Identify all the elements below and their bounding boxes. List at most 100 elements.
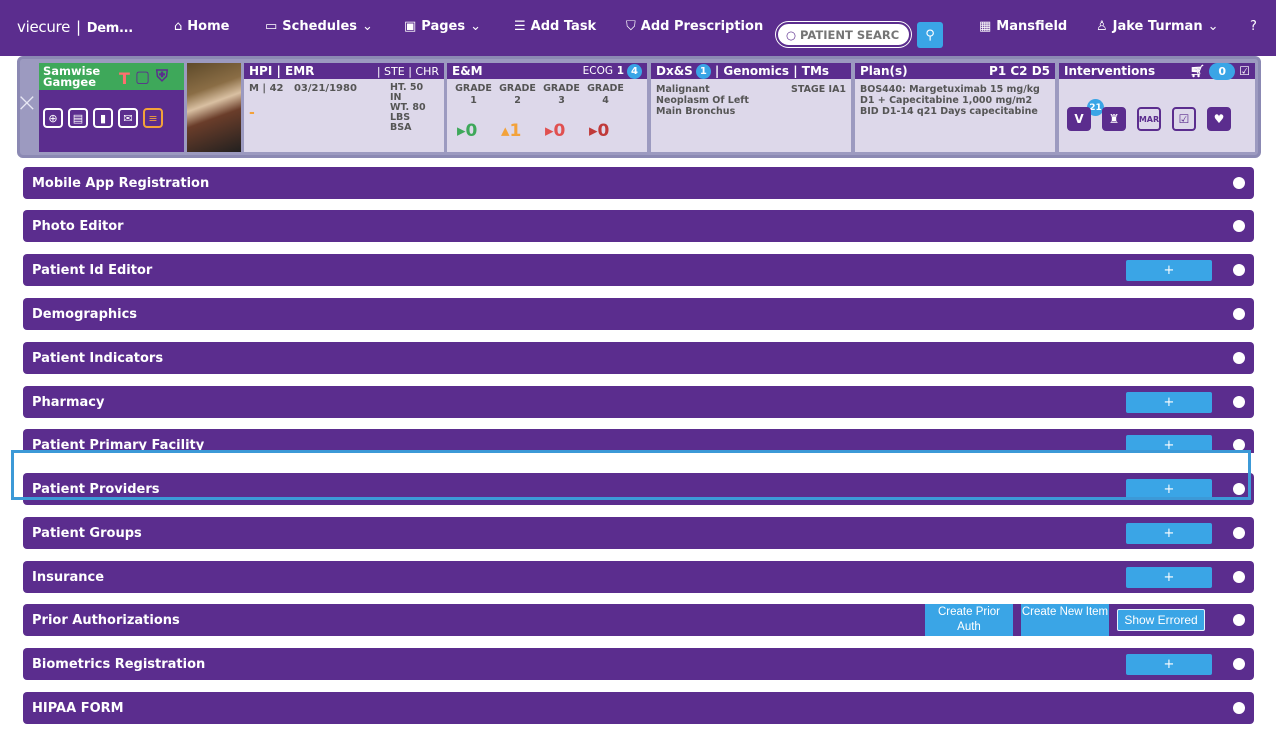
cart-count: 0 bbox=[1209, 62, 1236, 80]
nav-location[interactable]: ▦ Mansfield bbox=[979, 19, 1067, 34]
patient-demo: M | 42 03/21/1980 bbox=[249, 83, 357, 94]
stage: STAGE IA1 bbox=[791, 84, 847, 95]
toggle-dot[interactable] bbox=[1233, 264, 1245, 276]
patient-name[interactable]: Samwise Gamgee bbox=[39, 63, 184, 90]
show-errored-button[interactable]: Show Errored bbox=[1117, 609, 1205, 631]
v-icon[interactable]: V bbox=[1067, 107, 1091, 131]
add-button[interactable]: + bbox=[1126, 392, 1212, 413]
toggle-dot[interactable] bbox=[1233, 571, 1245, 583]
section-pharmacy[interactable]: Pharmacy + bbox=[23, 386, 1254, 418]
dx-title[interactable]: Dx&S bbox=[656, 64, 693, 78]
toggle-dot[interactable] bbox=[1233, 702, 1245, 714]
document-flag-icon: ▢ bbox=[135, 67, 151, 86]
person-icon[interactable]: ♜ bbox=[1102, 107, 1126, 131]
create-prior-auth-button[interactable]: Create Prior Auth bbox=[925, 604, 1013, 636]
add-button[interactable]: + bbox=[1126, 567, 1212, 588]
calendar-icon[interactable]: ▤ bbox=[68, 108, 88, 128]
globe-icon[interactable]: ⊕ bbox=[43, 108, 63, 128]
interventions-card[interactable]: Interventions 🛒︎ 0 ☑ 21 V ♜ MAR ☑ ♥ bbox=[1059, 62, 1255, 152]
toggle-dot[interactable] bbox=[1233, 614, 1245, 626]
create-new-item-button[interactable]: Create New Item bbox=[1021, 604, 1109, 636]
toggle-dot[interactable] bbox=[1233, 220, 1245, 232]
plan-cycle: P1 C2 D5 bbox=[989, 64, 1050, 78]
grade-3-count[interactable]: ▸0 bbox=[545, 121, 566, 141]
section-patient-id-editor[interactable]: Patient Id Editor + bbox=[23, 254, 1254, 286]
clipboard-icon[interactable]: ▮ bbox=[93, 108, 113, 128]
section-patient-primary-facility[interactable]: Patient Primary Facility + bbox=[23, 429, 1254, 453]
toggle-dot[interactable] bbox=[1233, 396, 1245, 408]
task-list-icon: ☰ bbox=[514, 19, 526, 34]
toggle-dot[interactable] bbox=[1233, 483, 1245, 495]
close-icon[interactable]: × bbox=[16, 88, 38, 118]
nav-add-prescription[interactable]: ⛉ Add Prescription bbox=[626, 19, 763, 34]
grade-counts: ▸0 ▴1 ▸0 ▸0 bbox=[457, 121, 619, 141]
notes-icon[interactable]: ≡ bbox=[143, 108, 163, 128]
grade-2-count[interactable]: ▴1 bbox=[501, 121, 522, 141]
heart-plus-icon[interactable]: ♥ bbox=[1207, 107, 1231, 131]
allergy-indicator: - bbox=[249, 105, 255, 121]
nav-add-task-label: Add Task bbox=[530, 19, 597, 34]
toggle-dot[interactable] bbox=[1233, 352, 1245, 364]
section-biometrics-registration[interactable]: Biometrics Registration + bbox=[23, 648, 1254, 680]
grade-1-count[interactable]: ▸0 bbox=[457, 121, 478, 141]
grade-col: GRADE 3 bbox=[543, 83, 580, 106]
nav-user[interactable]: ♙ Jake Turman ⌄ bbox=[1096, 19, 1219, 34]
add-button[interactable]: + bbox=[1126, 654, 1212, 675]
nav-pages-label: Pages bbox=[421, 19, 466, 34]
toggle-dot[interactable] bbox=[1233, 658, 1245, 670]
section-photo-editor[interactable]: Photo Editor bbox=[23, 210, 1254, 242]
toggle-dot[interactable] bbox=[1233, 439, 1245, 451]
pages-icon: ▣ bbox=[404, 19, 417, 34]
patient-name-card[interactable]: Samwise Gamgee T ▢ ⛨ ⊕ ▤ ▮ ✉ ≡ bbox=[39, 63, 184, 152]
plan-card[interactable]: Plan(s) P1 C2 D5 BOS440: Margetuximab 15… bbox=[855, 63, 1055, 152]
hpi-emr-card[interactable]: HPI | EMR | STE | CHR M | 42 03/21/1980 … bbox=[244, 63, 444, 152]
dx-tabs[interactable]: | Genomics | TMs bbox=[714, 64, 830, 78]
patient-search[interactable]: ○ bbox=[776, 22, 911, 47]
add-button[interactable]: + bbox=[1126, 435, 1212, 453]
section-label: Mobile App Registration bbox=[32, 176, 210, 191]
interventions-header: Interventions 🛒︎ 0 ☑ bbox=[1059, 62, 1255, 80]
mail-icon[interactable]: ✉ bbox=[118, 108, 138, 128]
grade-col: GRADE 4 bbox=[587, 83, 624, 106]
grade-4-count[interactable]: ▸0 bbox=[589, 121, 610, 141]
diagnosis: Malignant Neoplasm Of Left Main Bronchus bbox=[656, 84, 749, 117]
patient-search-input[interactable] bbox=[800, 27, 901, 42]
nav-user-label: Jake Turman bbox=[1112, 19, 1203, 34]
patient-photo[interactable] bbox=[187, 63, 241, 152]
section-patient-indicators[interactable]: Patient Indicators bbox=[23, 342, 1254, 374]
toggle-dot[interactable] bbox=[1233, 527, 1245, 539]
add-button[interactable]: + bbox=[1126, 523, 1212, 544]
mar-icon[interactable]: MAR bbox=[1137, 107, 1161, 131]
cart-icon[interactable]: 🛒︎ bbox=[1190, 64, 1206, 78]
hpi-subtabs[interactable]: | STE | CHR bbox=[376, 64, 439, 78]
section-label: Biometrics Registration bbox=[32, 657, 206, 672]
toggle-dot[interactable] bbox=[1233, 177, 1245, 189]
home-icon: ⌂ bbox=[174, 19, 183, 34]
section-insurance[interactable]: Insurance + bbox=[23, 561, 1254, 593]
brand[interactable]: viecure | Dem... bbox=[17, 18, 133, 36]
section-demographics[interactable]: Demographics bbox=[23, 298, 1254, 330]
checklist-icon[interactable]: ☑ bbox=[1239, 64, 1250, 78]
nav-schedules-label: Schedules bbox=[282, 19, 358, 34]
section-label: Patient Primary Facility bbox=[32, 438, 205, 453]
hpi-title[interactable]: HPI | EMR bbox=[249, 64, 315, 78]
section-patient-groups[interactable]: Patient Groups + bbox=[23, 517, 1254, 549]
search-icon: ○ bbox=[786, 27, 797, 42]
nav-add-task[interactable]: ☰ Add Task bbox=[514, 19, 596, 34]
workspace-name: Dem... bbox=[86, 21, 133, 36]
section-prior-authorizations[interactable]: Prior Authorizations Create Prior Auth C… bbox=[23, 604, 1254, 636]
nav-pages[interactable]: ▣ Pages ⌄ bbox=[404, 19, 481, 34]
section-mobile-app-registration[interactable]: Mobile App Registration bbox=[23, 167, 1254, 199]
toggle-dot[interactable] bbox=[1233, 308, 1245, 320]
nav-home[interactable]: ⌂ Home bbox=[174, 19, 229, 34]
add-button[interactable]: + bbox=[1126, 260, 1212, 281]
dx-card[interactable]: Dx&S 1 | Genomics | TMs Malignant Neoplasm… bbox=[651, 63, 851, 152]
nav-schedules[interactable]: ▭ Schedules ⌄ bbox=[265, 19, 373, 34]
plan-text: BOS440: Margetuximab 15 mg/kg D1 + Capec… bbox=[860, 84, 1040, 117]
section-hipaa-form[interactable]: HIPAA FORM bbox=[23, 692, 1254, 724]
add-button[interactable]: + bbox=[1126, 479, 1212, 500]
search-button[interactable]: ⚲ bbox=[917, 22, 943, 48]
check-doc-icon[interactable]: ☑ bbox=[1172, 107, 1196, 131]
help-icon[interactable]: ? bbox=[1250, 19, 1257, 34]
